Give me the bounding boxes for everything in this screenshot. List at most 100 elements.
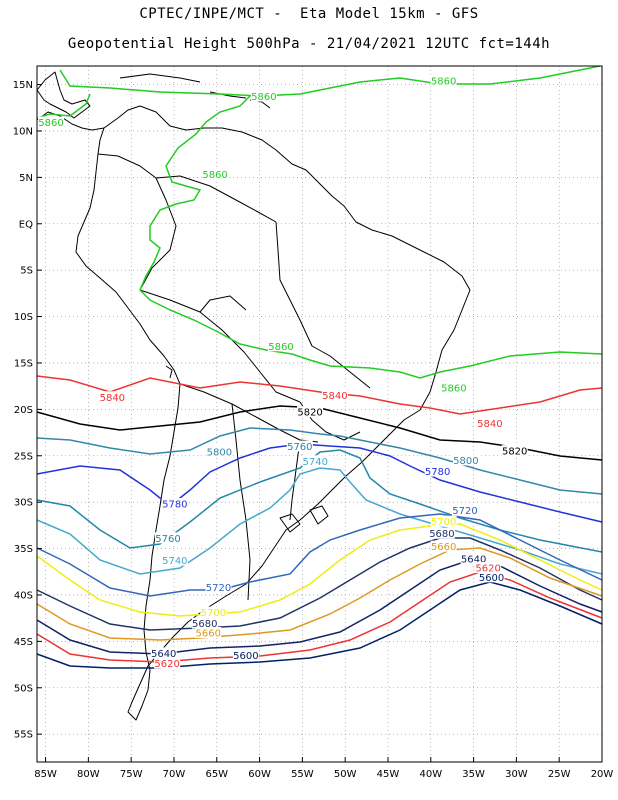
contour-label-bg	[195, 627, 222, 639]
lat-tick-label: EQ	[19, 219, 33, 230]
lat-tick-label: 55S	[14, 730, 33, 741]
contour-label: 5780	[162, 500, 187, 511]
longitude-axis: 85W 80W 75W 70W 65W 60W 55W 50W 45W 40W 35W 30W 25W 2…	[34, 757, 613, 780]
contour-5700	[36, 523, 603, 617]
contour-label: 5740	[302, 457, 327, 468]
lat-tick-label: 50S	[14, 683, 33, 694]
coastlines-and-borders	[36, 71, 471, 721]
contour-label-bg	[232, 649, 259, 661]
contour-label-bg	[302, 455, 329, 467]
lon-tick-label: 50W	[334, 769, 357, 780]
contour-label-bg	[424, 465, 451, 477]
contour-label: 5800	[207, 448, 232, 459]
lat-tick-label: 10N	[13, 126, 33, 137]
contour-label: 5620	[154, 659, 179, 670]
contour-5680	[36, 537, 603, 631]
contour-label-bg	[428, 527, 455, 539]
contour-label-bg	[267, 340, 294, 352]
contour-label: 5640	[151, 649, 176, 660]
map-subtitle: Geopotential Height 500hPa - 21/04/2021 …	[67, 36, 551, 52]
contour-5720	[36, 513, 603, 597]
contour-label-bg	[297, 406, 324, 418]
contour-label: 5720	[206, 583, 231, 594]
contour-label: 5780	[425, 467, 450, 478]
contour-label-bg	[191, 617, 218, 629]
contour-label: 5860	[441, 384, 466, 395]
contour-5760	[36, 449, 603, 553]
contour-label-bg	[452, 454, 479, 466]
contour-label: 5620	[475, 564, 500, 575]
contour-label-bg	[475, 562, 502, 574]
lon-tick-label: 70W	[163, 769, 186, 780]
contour-5800	[36, 427, 603, 495]
contour-label: 5600	[233, 651, 258, 662]
contour-label: 5860	[251, 92, 276, 103]
contour-label: 5860	[431, 76, 456, 87]
lon-tick-label: 35W	[462, 769, 485, 780]
lat-tick-label: 25S	[14, 451, 33, 462]
lon-tick-label: 25W	[548, 769, 571, 780]
contour-label: 5820	[297, 408, 322, 419]
contour-label-bg	[286, 440, 313, 452]
contour-label-bg	[501, 445, 528, 457]
lon-tick-label: 60W	[248, 769, 271, 780]
lat-tick-label: 40S	[14, 590, 33, 601]
lon-tick-label: 55W	[291, 769, 314, 780]
contour-5860-north	[59, 65, 601, 97]
contour-label-bg	[154, 657, 181, 669]
lat-tick-label: 45S	[14, 637, 33, 648]
contour-label-bg	[430, 515, 457, 527]
contour-label-bg	[430, 540, 457, 552]
lat-tick-label: 35S	[14, 544, 33, 555]
contour-label: 5680	[192, 619, 217, 630]
contour-label-bg	[161, 498, 188, 510]
contour-5600	[36, 581, 603, 669]
lat-tick-label: 10S	[14, 312, 33, 323]
contour-label: 5820	[502, 447, 527, 458]
contour-label: 5660	[195, 629, 220, 640]
contour-label-bg	[202, 168, 229, 180]
contour-label: 5760	[155, 534, 180, 545]
contour-label: 5720	[452, 506, 477, 517]
latitude-axis: 15N 10N 5N EQ 5S 10S 15S 20S 25S 30S 35S 40S 45S 50S 5…	[13, 80, 42, 741]
contour-label: 5700	[201, 608, 226, 619]
lon-tick-label: 75W	[120, 769, 143, 780]
contour-label: 5640	[461, 554, 486, 565]
contour-label: 5840	[477, 419, 502, 430]
map-frame	[36, 65, 603, 763]
contour-label: 5860	[202, 170, 227, 181]
lon-tick-label: 85W	[34, 769, 57, 780]
contour-label: 5600	[479, 573, 504, 584]
contour-label-bg	[460, 552, 487, 564]
contour-label-bg	[206, 446, 233, 458]
contour-label-bg	[478, 571, 505, 583]
contour-label: 5660	[431, 542, 456, 553]
lon-tick-label: 80W	[77, 769, 100, 780]
contour-5740	[36, 467, 603, 575]
contour-label: 5700	[431, 517, 456, 528]
lat-tick-label: 15N	[13, 80, 33, 91]
lat-tick-label: 15S	[14, 358, 33, 369]
contour-5660	[36, 547, 603, 641]
contour-label-bg	[321, 389, 348, 401]
contour-label-bg	[38, 116, 64, 128]
contour-5860-andes	[139, 95, 603, 379]
map-title: CPTEC/INPE/MCT - Eta Model 15km - GFS	[139, 6, 479, 22]
contour-label-bg	[99, 391, 126, 403]
contour-5640	[36, 559, 603, 655]
contour-label: 5760	[287, 442, 312, 453]
lon-tick-label: 20W	[591, 769, 614, 780]
lon-tick-label: 40W	[419, 769, 442, 780]
lat-lon-grid	[37, 66, 603, 762]
contour-label-bg	[154, 532, 181, 544]
lat-tick-label: 30S	[14, 498, 33, 509]
lon-tick-label: 45W	[377, 769, 400, 780]
contour-label-bg	[161, 554, 188, 566]
contour-label: 5860	[268, 342, 293, 353]
contour-label-bg	[200, 606, 227, 618]
lon-tick-label: 65W	[205, 769, 228, 780]
contour-label: 5860	[38, 118, 63, 129]
contour-label-bg	[205, 581, 232, 593]
